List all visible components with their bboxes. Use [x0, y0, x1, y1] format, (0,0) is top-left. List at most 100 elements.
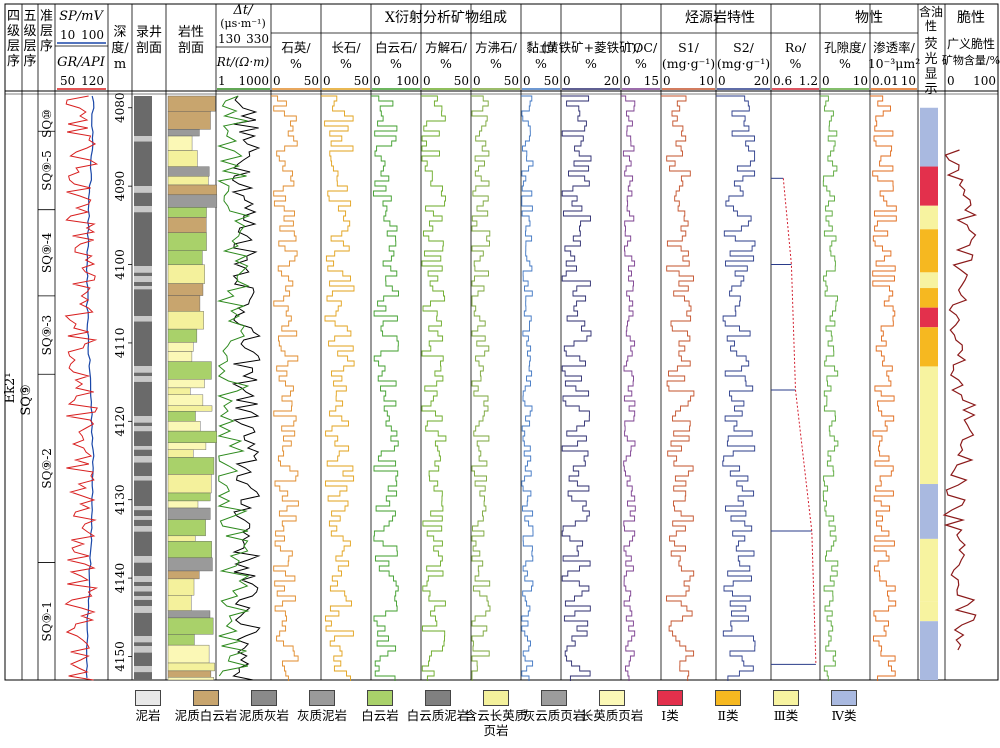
source-group-label: 烃源岩特性 [685, 10, 755, 26]
logging-profile-band [134, 666, 152, 673]
lithology-layer [167, 662, 215, 672]
oil-label-1: 含油 [919, 4, 943, 19]
brittle-range-min: 0 [947, 74, 955, 88]
header-five-order-char-0: 五 [23, 9, 36, 24]
oil-display-interval-10 [920, 538, 938, 602]
lithology-layer [167, 264, 205, 284]
oil-display-interval-3 [920, 229, 938, 273]
logging-profile-band [134, 206, 152, 213]
lithology-layer [167, 595, 192, 611]
toc-label-2: % [635, 56, 647, 71]
logging-profile-column [134, 96, 152, 680]
calcite-range-min: 0 [423, 74, 431, 88]
sp-curve [85, 95, 95, 679]
oil-display-interval-9 [920, 484, 938, 539]
lithology-layer [167, 194, 218, 208]
toc-curve [621, 95, 636, 681]
oil-display-interval-4 [920, 272, 938, 289]
legend-item-3: 灰质泥岩 [287, 690, 357, 723]
ro-label-2: % [790, 56, 802, 71]
legend-item-7: 灰云质页岩 [519, 690, 589, 723]
logging-profile-band [134, 376, 152, 382]
calcite-range-max: 50 [454, 74, 469, 88]
s1-curve [661, 95, 695, 681]
lithology-layer [167, 492, 211, 502]
calcite-curve [421, 95, 447, 681]
porosity-range-min: 0 [822, 74, 830, 88]
legend-item-10: Ⅱ类 [693, 690, 763, 723]
logging-profile-band [134, 316, 152, 322]
lithology-layer [167, 150, 198, 167]
gr-range-min: 50 [60, 74, 75, 88]
calcite-label-2: % [440, 56, 452, 71]
lithology-layer [167, 474, 212, 494]
legend-label: 白云质泥岩 [406, 708, 470, 723]
xrd-group-label: X衍射分析矿物组成 [385, 10, 507, 26]
quasi-label-5: SQ⑨-1 [40, 601, 54, 642]
legend-label: 白云岩 [361, 708, 399, 723]
s2-range-max: 20 [754, 74, 769, 88]
lithology-layer [167, 519, 206, 537]
dt-unit: (μs·m⁻¹) [220, 17, 266, 30]
lith-label-1: 岩性 [178, 25, 204, 40]
lithology-layer [167, 328, 198, 343]
analcime-curve [471, 95, 491, 681]
legend-label: 灰质泥岩 [296, 708, 347, 723]
feldspar-range-min: 0 [323, 74, 331, 88]
dt-range-min: 130 [218, 32, 241, 46]
legend-label: 灰云质页岩 [522, 708, 586, 723]
oil-sub-label-char-3: 示 [924, 82, 937, 97]
analcime-label-1: 方沸石/ [475, 40, 518, 55]
rt-curve [216, 95, 251, 677]
ro-label-1: Ro/ [785, 40, 807, 55]
header-four-order-char-3: 序 [7, 54, 20, 69]
s1-label-2: (mg·g⁻¹) [662, 56, 715, 71]
lithology-layer [167, 535, 196, 542]
header-five-order-char-3: 序 [23, 54, 36, 69]
brittle-sub-2: 矿物含量/% [942, 53, 1000, 67]
header-quasi-sequence-char-1: 层 [40, 24, 53, 39]
perm-label-2: 10⁻³μm² [868, 56, 921, 71]
oil-display-interval-5 [920, 288, 938, 308]
porosity-curve [820, 95, 839, 681]
lithology-layer [167, 95, 216, 112]
lithology-layer [167, 507, 211, 520]
lithology-layer [167, 442, 207, 450]
lithology-layer [167, 351, 193, 362]
s1-range-max: 10 [699, 74, 714, 88]
lithology-layer [167, 361, 212, 380]
quartz-range-max: 50 [304, 74, 319, 88]
lithology-layer [167, 394, 204, 406]
lithology-layer [167, 166, 210, 177]
oil-display-interval-6 [920, 307, 938, 328]
logging-label-2: 剖面 [136, 41, 162, 56]
ro-trend-line [782, 178, 817, 665]
legend-swatch [715, 690, 741, 706]
lithology-layer [167, 207, 207, 218]
logging-profile-band [134, 186, 152, 193]
legend-item-1: 泥质白云岩 [171, 690, 241, 723]
rt-label: Rt/(Ω·m) [216, 55, 270, 69]
lithology-layer [167, 677, 214, 681]
logging-profile-band [134, 416, 152, 423]
pyrite-label-1: (黄铁矿+菱铁矿)/ [541, 40, 641, 55]
lith-label-2: 剖面 [178, 41, 204, 56]
legend-label: 泥岩 [135, 708, 161, 723]
depth-tick-label-3: 4110 [113, 328, 127, 359]
s2-label-1: S2/ [733, 40, 755, 55]
dolomite-range-min: 0 [373, 74, 381, 88]
logging-profile-band [134, 426, 152, 432]
lithology-layer [167, 557, 213, 572]
rt-range-max: 1000 [238, 74, 269, 88]
feldspar-range-max: 50 [354, 74, 369, 88]
lithology-layer [167, 405, 213, 412]
lithology-layer [167, 500, 199, 509]
brittle-label: 脆性 [957, 9, 985, 26]
depth-tick-label-1: 4090 [113, 171, 127, 202]
ro-range-min: 0.6 [773, 74, 792, 88]
legend-swatch [599, 690, 625, 706]
legend-label: Ⅲ类 [773, 708, 799, 723]
legend-item-6: 含云长英质页岩 [461, 690, 531, 738]
brittle-range-max: 100 [973, 74, 996, 88]
